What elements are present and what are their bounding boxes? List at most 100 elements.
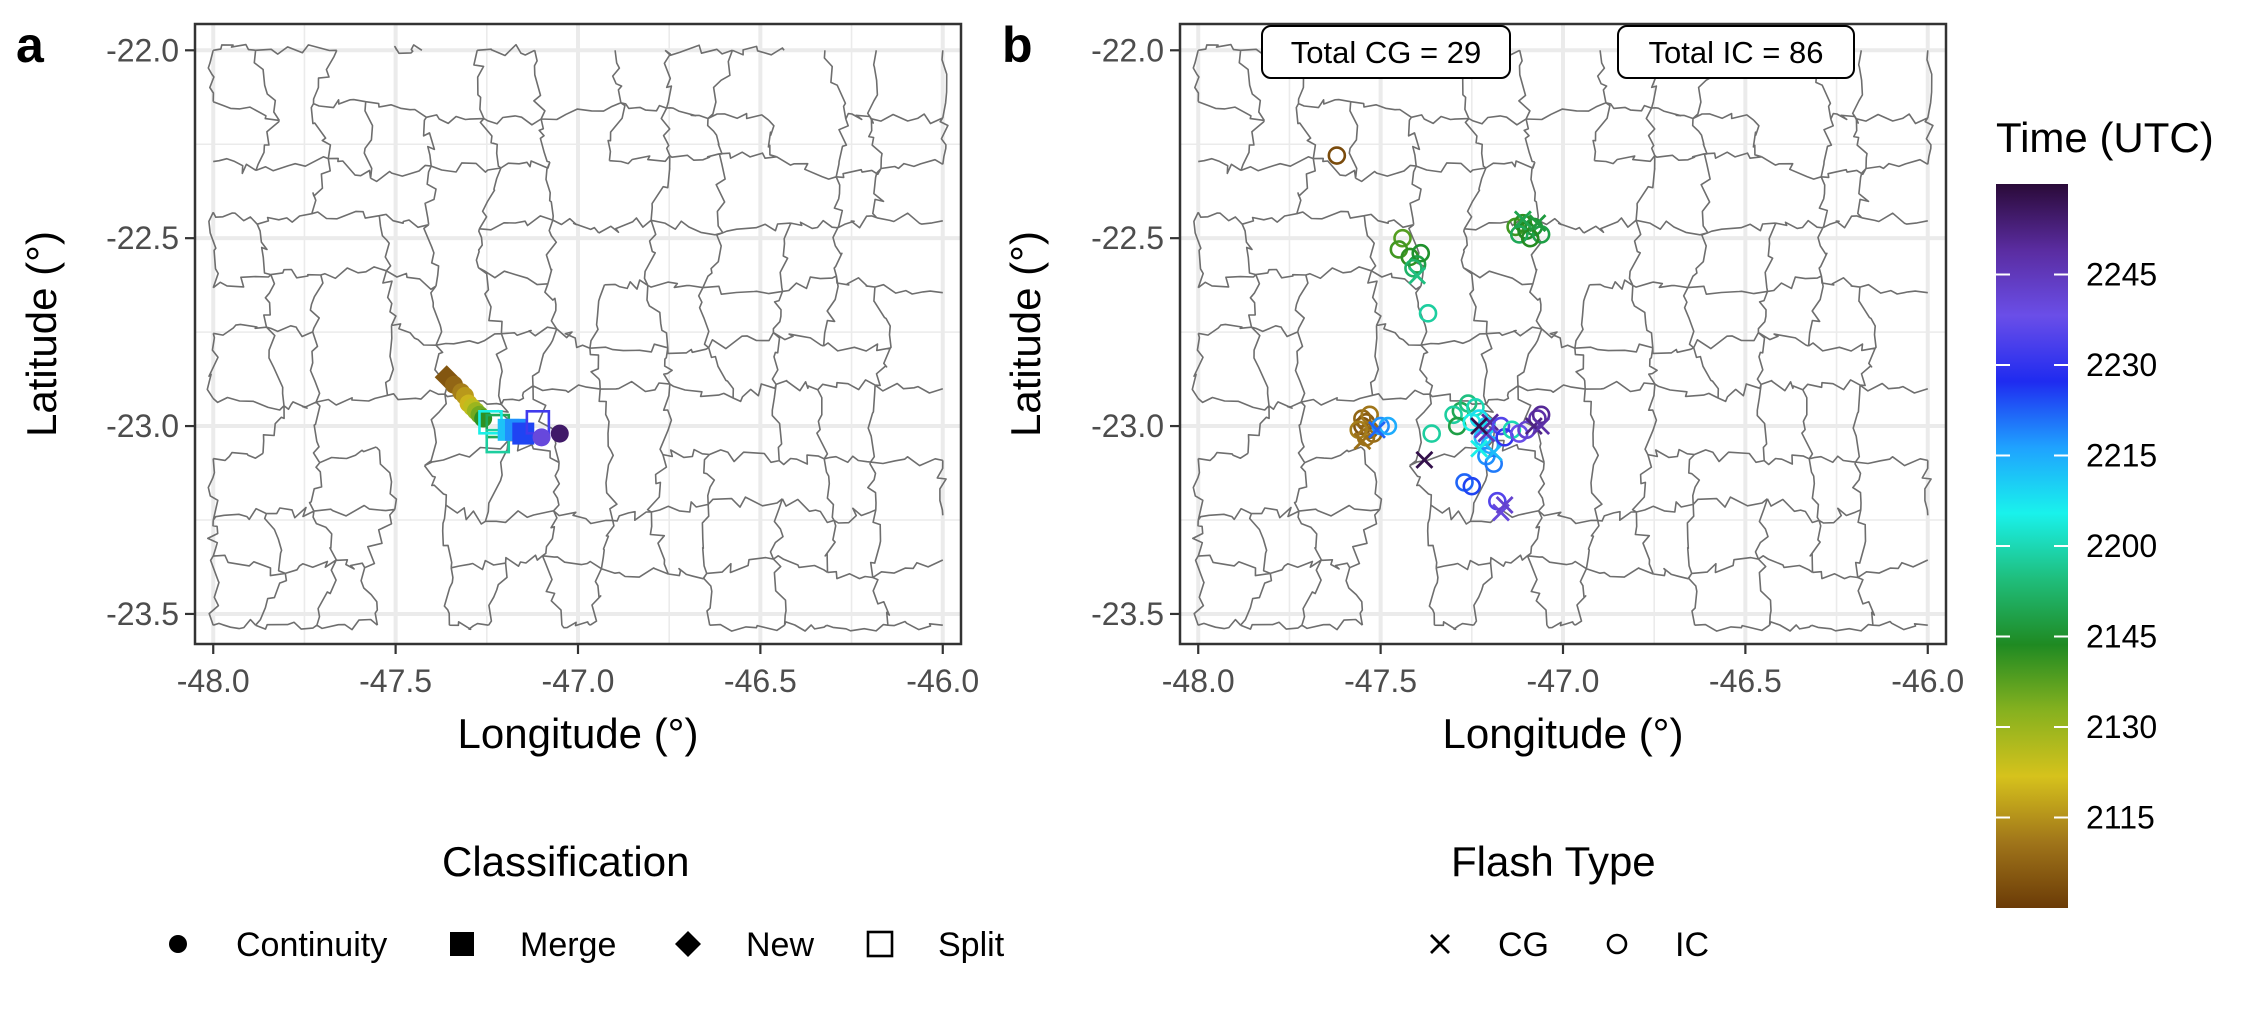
- y-tick-label: -23.5: [106, 596, 179, 632]
- panel-b-axis-ticks: -48.0 -47.5 -47.0 -46.5 -46.0 -22.0 -22.5 -23.0…: [1091, 32, 1964, 699]
- flash-cg: [1495, 495, 1514, 514]
- y-tick-label: -23.5: [1091, 596, 1164, 632]
- x-tick-label: -48.0: [177, 663, 250, 699]
- colorbar-tick-label: 2115: [2086, 800, 2155, 836]
- x-tick-label: -47.5: [359, 663, 432, 699]
- flash-ic: [1444, 405, 1463, 425]
- y-tick-label: -22.5: [106, 220, 179, 256]
- x-tick-label: -46.5: [1709, 663, 1782, 699]
- total-ic-text: Total IC = 86: [1649, 35, 1824, 70]
- y-tick-label: -22.5: [1091, 220, 1164, 256]
- panel-a-storm-track: [434, 365, 569, 454]
- flash-cg: [1353, 432, 1372, 451]
- classification-legend: Classification Continuity Merge New Split: [169, 838, 1005, 964]
- flash-ic: [1491, 416, 1511, 436]
- legend-label: Continuity: [236, 926, 387, 964]
- panel-a-xlabel: Longitude (°): [458, 710, 699, 757]
- flash-ic: [1418, 304, 1438, 323]
- track-point-continuity: [532, 428, 551, 447]
- flash-cg: [1367, 420, 1386, 439]
- total-cg-annotation: Total CG = 29: [1261, 25, 1511, 79]
- track-point-merge: [512, 422, 535, 445]
- y-tick-label: -23.0: [106, 408, 179, 444]
- colorbar: Time (UTC) 2245 2230 2215 2200 2145 2130 2115: [1996, 114, 2214, 908]
- panel-b: -48.0 -47.5 -47.0 -46.5 -46.0 -22.0 -22.5 -23.0…: [1002, 22, 1964, 757]
- flash-ic: [1509, 225, 1529, 244]
- flash-ic: [1411, 243, 1431, 263]
- panel-a-label: a: [16, 17, 45, 73]
- track-point-continuity: [550, 424, 569, 443]
- panel-b-ylabel: Latitude (°): [1002, 231, 1049, 437]
- legend-item-merge: Merge: [450, 926, 616, 964]
- flash-ic: [1407, 255, 1427, 274]
- y-tick-label: -23.0: [1091, 408, 1164, 444]
- legend-item-ic: IC: [1606, 926, 1709, 964]
- panel-a: -48.0 -47.5 -47.0 -46.5 -46.0 -22.0 -22.5 -23.0…: [18, 22, 979, 757]
- legend-item-cg: CG: [1430, 926, 1549, 964]
- legend-label: IC: [1675, 926, 1709, 964]
- panel-a-ylabel: Latitude (°): [18, 231, 65, 437]
- x-tick-label: -46.5: [724, 663, 797, 699]
- flash-cg: [1524, 417, 1543, 436]
- flash-cg: [1484, 443, 1503, 462]
- legend-key-open-circle: [1606, 933, 1628, 955]
- flash-cg: [1415, 450, 1434, 469]
- legend-key-cross: [1430, 934, 1450, 954]
- flash-ic: [1393, 228, 1412, 248]
- total-cg-text: Total CG = 29: [1291, 35, 1481, 70]
- x-tick-label: -48.0: [1162, 663, 1235, 699]
- flash-cg: [1470, 439, 1489, 458]
- flash-cg: [1528, 214, 1547, 233]
- legend-key-square: [450, 932, 474, 956]
- panel-a-municipality-map: [206, 43, 949, 632]
- legend-key-open-square: [866, 930, 894, 958]
- flash-ic: [1528, 409, 1547, 428]
- total-ic-annotation: Total IC = 86: [1617, 25, 1855, 79]
- legend-label: New: [746, 926, 814, 964]
- municipality-boundaries: [1191, 43, 1934, 632]
- flash-ic: [1327, 146, 1347, 165]
- flash-ic: [1404, 258, 1423, 278]
- flash-cg: [1513, 210, 1532, 229]
- flash-cg: [1532, 417, 1551, 436]
- colorbar-title: Time (UTC): [1996, 114, 2214, 161]
- panel-b-xlabel: Longitude (°): [1443, 710, 1684, 757]
- municipality-boundaries: [206, 43, 949, 632]
- x-tick-label: -47.0: [1527, 663, 1600, 699]
- colorbar-tick-label: 2145: [2086, 619, 2157, 655]
- y-tick-label: -22.0: [106, 32, 179, 68]
- panel-b-municipality-map: [1191, 43, 1934, 632]
- legend-label: CG: [1498, 926, 1549, 964]
- x-tick-label: -47.5: [1344, 663, 1417, 699]
- legend-key-circle: [169, 935, 187, 953]
- y-tick-label: -22.0: [1091, 32, 1164, 68]
- legend-label: Merge: [520, 926, 616, 964]
- panel-a-axis-ticks: -48.0 -47.5 -47.0 -46.5 -46.0 -22.0 -22.5 -23.0…: [106, 32, 979, 699]
- legend-item-new: New: [675, 926, 814, 964]
- flash-type-legend-items: CG IC: [1430, 926, 1709, 964]
- flash-ic: [1462, 476, 1482, 496]
- flash-cg: [1481, 413, 1500, 432]
- flash-type-legend: Flash Type CG IC: [1430, 838, 1709, 964]
- colorbar-tick-label: 2200: [2086, 528, 2157, 564]
- colorbar-tick-label: 2230: [2086, 347, 2157, 383]
- x-tick-label: -47.0: [542, 663, 615, 699]
- colorbar-tick-label: 2130: [2086, 709, 2157, 745]
- legend-item-continuity: Continuity: [169, 926, 387, 964]
- colorbar-ticks: 2245 2230 2215 2200 2145 2130 2115: [1996, 257, 2157, 836]
- classification-legend-items: Continuity Merge New Split: [169, 926, 1005, 964]
- flash-ic: [1422, 424, 1441, 443]
- flash-cg: [1470, 417, 1489, 436]
- classification-legend-title: Classification: [442, 838, 689, 885]
- colorbar-tick-label: 2245: [2086, 257, 2157, 293]
- flash-type-legend-title: Flash Type: [1451, 838, 1656, 885]
- colorbar-tick-label: 2215: [2086, 438, 2157, 474]
- panel-b-flashes: [1327, 146, 1551, 522]
- panel-b-label: b: [1002, 17, 1033, 73]
- flash-ic: [1531, 405, 1551, 425]
- flash-ic: [1517, 420, 1536, 440]
- x-tick-label: -46.0: [1891, 663, 1964, 699]
- legend-item-split: Split: [866, 926, 1005, 964]
- legend-label: Split: [938, 926, 1005, 964]
